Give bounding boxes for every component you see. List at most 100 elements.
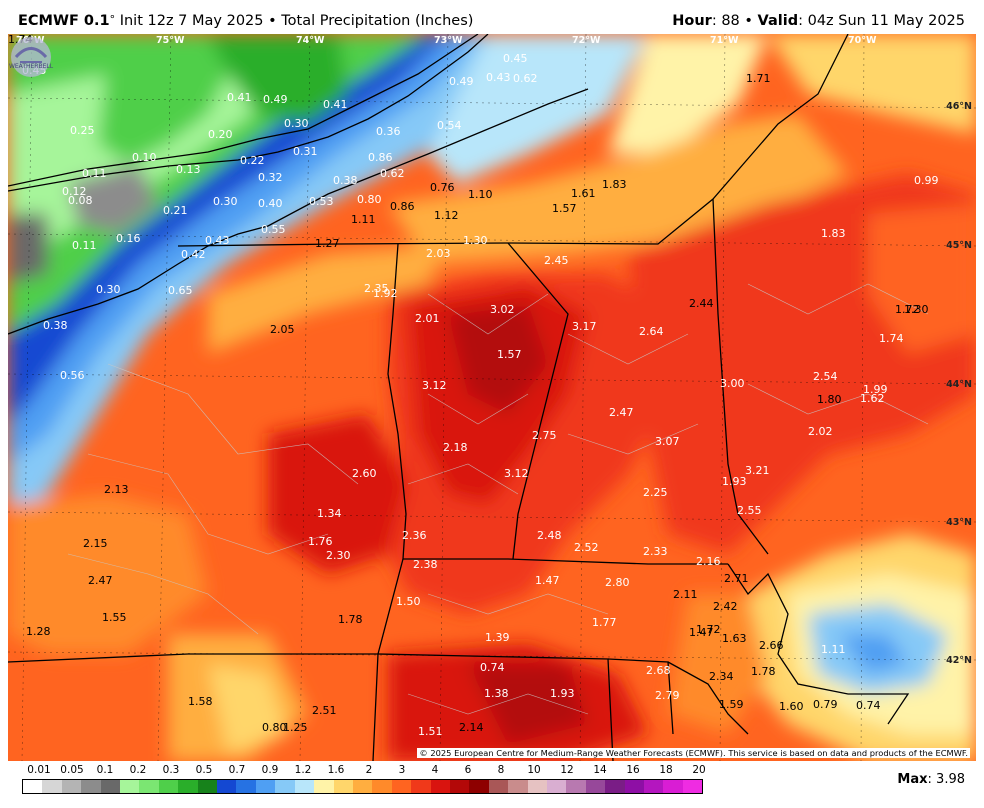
legend-tick-label: 1.2 <box>294 764 312 776</box>
precip-value: 0.30 <box>96 283 121 296</box>
precip-value: 3.02 <box>490 303 515 316</box>
valid-label: Valid <box>757 13 799 29</box>
map-title: ECMWF 0.1° Init 12z 7 May 2025 • Total P… <box>18 13 473 29</box>
precip-value: 1.51 <box>418 725 443 738</box>
legend-color-swatch <box>197 780 218 793</box>
precip-value: 2.05 <box>270 323 295 336</box>
longitude-label: 72°W <box>572 35 601 46</box>
precip-value: 2.79 <box>655 689 680 702</box>
precipitation-map[interactable]: 76°W75°W74°W73°W72°W71°W70°W 46°N45°N44°… <box>8 34 976 761</box>
legend-color-swatch <box>566 780 586 793</box>
hour-value: : 88 • <box>711 13 758 29</box>
legend-color-swatch <box>411 780 431 793</box>
precip-value: 3.17 <box>572 320 597 333</box>
legend-color-swatch <box>605 780 625 793</box>
precip-value: 2.45 <box>544 254 569 267</box>
precip-value: 0.41 <box>323 98 348 111</box>
longitude-label: 70°W <box>848 35 877 46</box>
legend-tick-label: 14 <box>593 764 607 776</box>
precip-value: 0.36 <box>376 125 401 138</box>
precip-value: 1.47 <box>689 626 714 639</box>
legend-color-swatch <box>663 780 683 793</box>
precip-value: 1.61 <box>571 187 596 200</box>
legend-color-swatch <box>23 780 43 793</box>
legend-tick-label: 2 <box>365 764 373 776</box>
precip-value: 2.64 <box>639 325 664 338</box>
ecmwf-credit: © 2025 European Centre for Medium-Range … <box>417 748 970 758</box>
precip-value: 0.13 <box>176 163 201 176</box>
legend-tick-label: 8 <box>497 764 505 776</box>
max-value: Max: 3.98 <box>897 772 965 787</box>
legend-color-swatch <box>527 780 547 793</box>
legend-color-swatch <box>352 780 373 793</box>
degree-sign: ° <box>109 13 116 26</box>
precip-value: 1.11 <box>351 213 376 226</box>
weatherbell-logo: WEATHERBELL <box>9 37 54 77</box>
legend-color-swatch <box>372 780 392 793</box>
legend-color-swatch <box>61 780 82 793</box>
precip-value: 0.65 <box>168 284 193 297</box>
legend-tick-label: 6 <box>464 764 472 776</box>
precip-value: 0.99 <box>914 174 939 187</box>
max-label: Max <box>897 772 928 787</box>
legend-color-swatch <box>42 780 62 793</box>
precip-value: 2.47 <box>88 574 113 587</box>
precip-value: 1.50 <box>396 595 421 608</box>
precip-value: 2.16 <box>696 555 721 568</box>
precip-value: 0.43 <box>486 71 511 84</box>
legend-tick-label: 16 <box>626 764 640 776</box>
precip-value: 2.75 <box>532 429 557 442</box>
legend-tick-label: 0.2 <box>129 764 147 776</box>
precip-value: 1.30 <box>463 234 488 247</box>
precip-value: 3.21 <box>745 464 770 477</box>
precip-value: 1.72 <box>895 303 920 316</box>
precip-value: 2.38 <box>413 558 438 571</box>
precip-value: 2.13 <box>104 483 129 496</box>
legend-color-swatch <box>275 780 295 793</box>
precip-value: 0.86 <box>368 151 393 164</box>
precip-value: 2.11 <box>673 588 698 601</box>
precip-value: 1.74 <box>8 34 33 46</box>
precip-value: 1.39 <box>485 631 510 644</box>
precip-value: 1.25 <box>283 721 308 734</box>
precip-value: 2.68 <box>646 664 671 677</box>
precip-value: 0.32 <box>258 171 283 184</box>
precip-value: 3.12 <box>422 379 447 392</box>
precip-value: 2.30 <box>326 549 351 562</box>
precip-value: 2.44 <box>689 297 714 310</box>
precip-value: 0.10 <box>132 151 157 164</box>
legend-color-swatch <box>294 780 315 793</box>
legend-color-swatch <box>624 780 644 793</box>
legend-tick-label: 0.5 <box>195 764 213 776</box>
precip-value: 0.12 <box>62 185 87 198</box>
precip-value: 2.48 <box>537 529 562 542</box>
precip-value: 0.74 <box>480 661 505 674</box>
precip-value: 0.08 <box>68 194 93 207</box>
legend-tick-label: 4 <box>431 764 439 776</box>
legend-color-swatch <box>585 780 606 793</box>
precip-value: 1.10 <box>468 188 493 201</box>
precip-value: 0.30 <box>284 117 309 130</box>
legend-tick-label: 0.3 <box>162 764 180 776</box>
precip-value: 0.80 <box>262 721 287 734</box>
precip-value: 2.71 <box>724 572 749 585</box>
precip-value: 1.12 <box>434 209 459 222</box>
precip-value: 1.77 <box>592 616 617 629</box>
precip-value: 0.11 <box>82 167 107 180</box>
precip-value: 3.00 <box>720 377 745 390</box>
longitude-label: 75°W <box>156 35 185 46</box>
legend-color-swatch <box>178 780 198 793</box>
precip-value: 2.36 <box>402 529 427 542</box>
latitude-label: 45°N <box>946 240 972 251</box>
legend-color-swatch <box>488 780 509 793</box>
precip-value: 1.93 <box>550 687 575 700</box>
init-text: Init 12z 7 May 2025 • Total Precipitatio… <box>115 13 474 29</box>
precip-field <box>8 34 976 761</box>
precip-value: 2.18 <box>443 441 468 454</box>
precip-value: 0.11 <box>72 239 97 252</box>
precip-value: 2.55 <box>737 504 762 517</box>
precip-value: 1.72 <box>696 623 721 636</box>
precip-value: 0.62 <box>513 72 538 85</box>
latitude-label: 46°N <box>946 101 972 112</box>
legend-color-swatch <box>391 780 412 793</box>
